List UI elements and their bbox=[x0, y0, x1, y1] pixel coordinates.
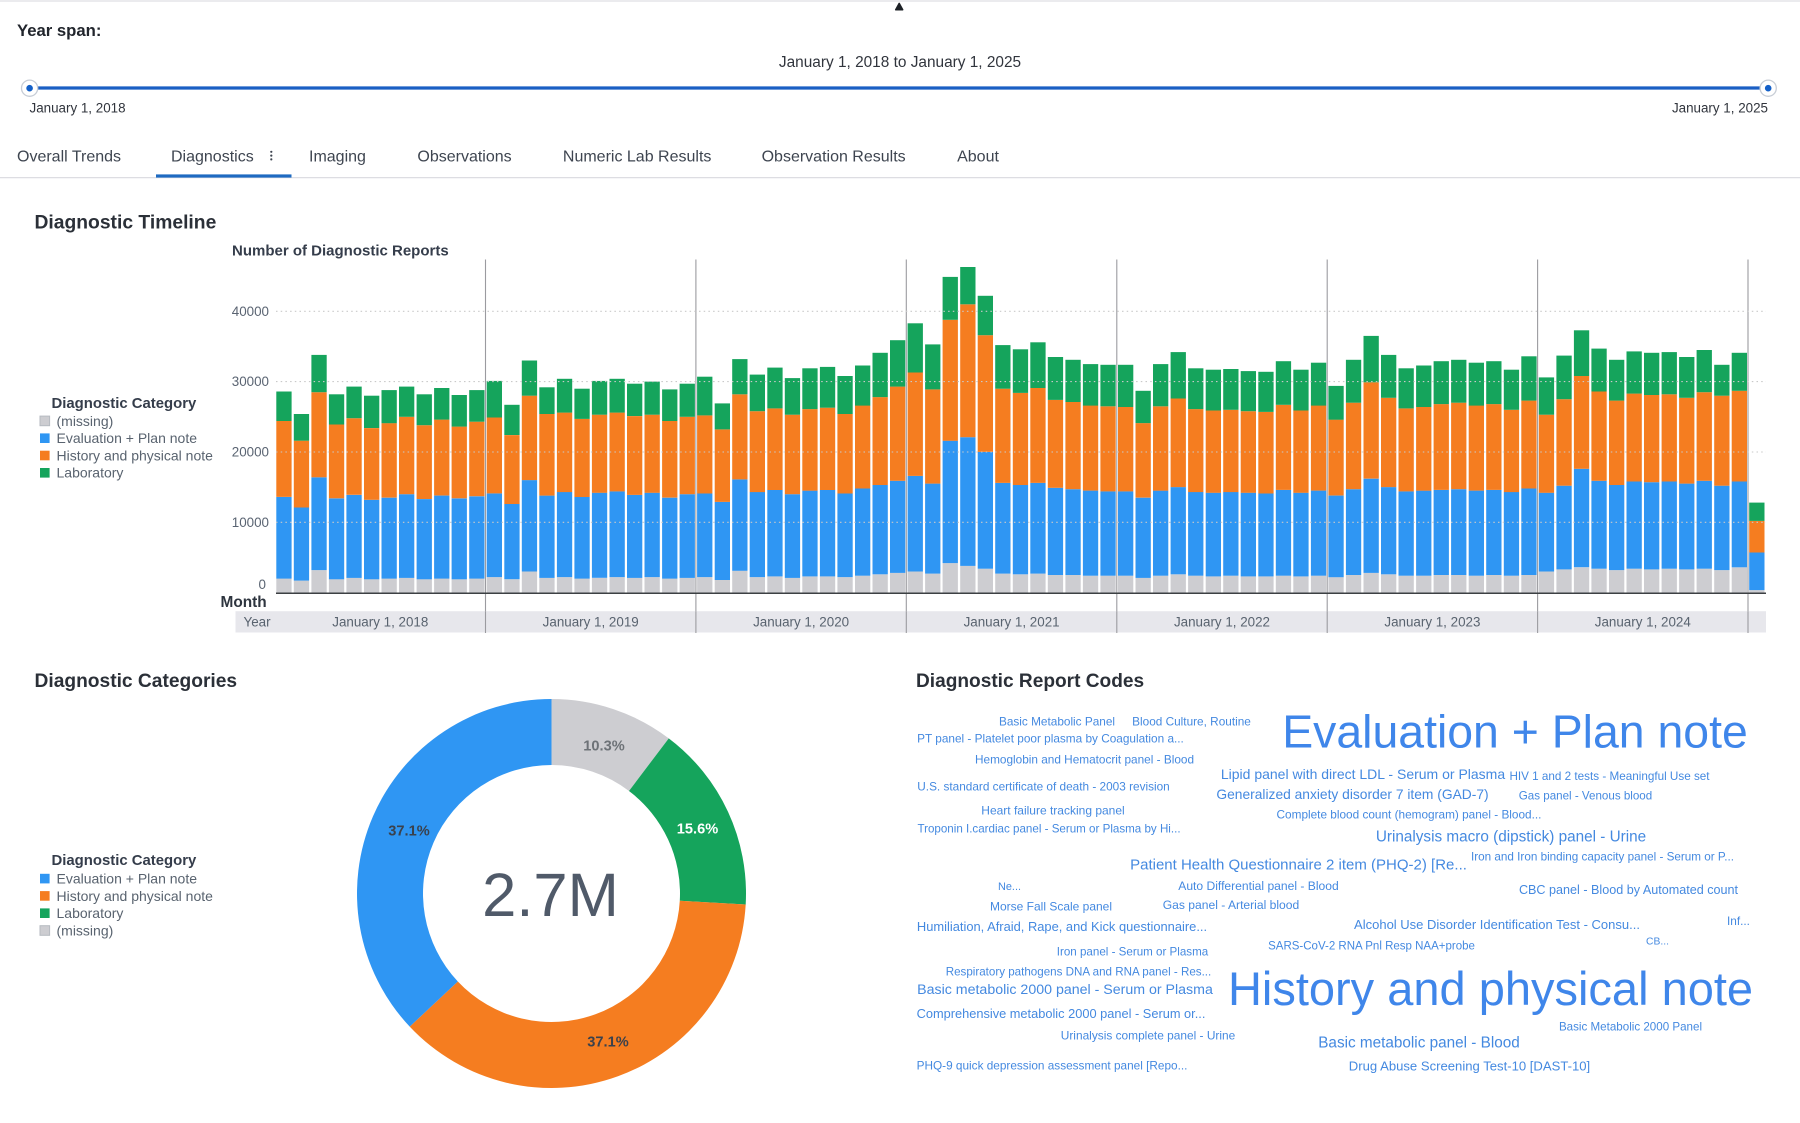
svg-text:10000: 10000 bbox=[232, 515, 269, 530]
svg-text:Diagnostic Categories: Diagnostic Categories bbox=[35, 671, 238, 692]
svg-text:Diagnostic Category: Diagnostic Category bbox=[52, 853, 198, 869]
svg-text:PT panel - Platelet poor plasm: PT panel - Platelet poor plasma by Coagu… bbox=[917, 732, 1184, 746]
svg-text:Laboratory: Laboratory bbox=[57, 905, 124, 921]
svg-text:Year: Year bbox=[244, 614, 272, 629]
svg-text:Iron panel - Serum or Plasma: Iron panel - Serum or Plasma bbox=[1057, 946, 1209, 959]
svg-text:Blood Culture, Routine: Blood Culture, Routine bbox=[1132, 715, 1251, 729]
svg-text:37.1%: 37.1% bbox=[388, 824, 429, 840]
svg-text:January 1, 2018: January 1, 2018 bbox=[332, 614, 428, 629]
svg-text:History and physical note: History and physical note bbox=[57, 447, 214, 463]
svg-text:Auto Differential panel - Bloo: Auto Differential panel - Blood bbox=[1178, 879, 1338, 893]
svg-text:HIV 1 and 2 tests - Meaningful: HIV 1 and 2 tests - Meaningful Use set bbox=[1509, 770, 1710, 783]
svg-text:Ne...: Ne... bbox=[998, 881, 1021, 893]
svg-text:Evaluation + Plan note: Evaluation + Plan note bbox=[57, 871, 198, 887]
svg-text:Gas panel - Venous blood: Gas panel - Venous blood bbox=[1519, 790, 1652, 803]
svg-text:Imaging: Imaging bbox=[309, 149, 366, 166]
svg-text:Lipid panel with direct LDL -: Lipid panel with direct LDL - Serum or P… bbox=[1221, 766, 1505, 782]
svg-text:SARS-CoV-2 RNA Pnl Resp NAA+pr: SARS-CoV-2 RNA Pnl Resp NAA+probe bbox=[1268, 941, 1475, 953]
svg-text:Comprehensive metabolic 2000 p: Comprehensive metabolic 2000 panel - Ser… bbox=[917, 1006, 1206, 1021]
svg-text:Respiratory pathogens DNA and: Respiratory pathogens DNA and RNA panel … bbox=[946, 966, 1212, 979]
svg-text:January 1, 2021: January 1, 2021 bbox=[964, 614, 1060, 629]
svg-text:10.3%: 10.3% bbox=[583, 739, 624, 755]
svg-text:PHQ-9 quick depression assessm: PHQ-9 quick depression assessment panel … bbox=[917, 1059, 1188, 1073]
svg-text:Evaluation + Plan note: Evaluation + Plan note bbox=[1282, 705, 1748, 757]
svg-text:Laboratory: Laboratory bbox=[57, 465, 124, 481]
svg-text:40000: 40000 bbox=[232, 304, 269, 319]
svg-text:Observations: Observations bbox=[417, 149, 511, 166]
svg-text:CBC panel - Blood by Automated: CBC panel - Blood by Automated count bbox=[1519, 883, 1739, 897]
svg-text:January 1, 2023: January 1, 2023 bbox=[1384, 614, 1480, 629]
svg-text:January 1, 2020: January 1, 2020 bbox=[753, 614, 849, 629]
svg-text:Humiliation, Afraid, Rape, and: Humiliation, Afraid, Rape, and Kick ques… bbox=[917, 919, 1207, 934]
svg-text:January 1, 2019: January 1, 2019 bbox=[543, 614, 639, 629]
svg-text:Urinalysis macro (dipstick) pa: Urinalysis macro (dipstick) panel - Urin… bbox=[1376, 828, 1646, 845]
svg-text:January 1, 2024: January 1, 2024 bbox=[1595, 614, 1692, 629]
svg-text:2.7M: 2.7M bbox=[482, 861, 619, 930]
svg-text:Observation Results: Observation Results bbox=[762, 149, 906, 166]
svg-text:Diagnostic Category: Diagnostic Category bbox=[52, 396, 198, 412]
svg-text:Heart failure tracking panel: Heart failure tracking panel bbox=[981, 804, 1124, 818]
svg-text:January 1, 2022: January 1, 2022 bbox=[1174, 614, 1270, 629]
svg-text:0: 0 bbox=[259, 577, 266, 592]
svg-text:(missing): (missing) bbox=[57, 922, 114, 938]
svg-text:CB...: CB... bbox=[1646, 937, 1669, 948]
svg-text:Diagnostic Report Codes: Diagnostic Report Codes bbox=[916, 671, 1144, 692]
svg-text:Month: Month bbox=[221, 594, 267, 611]
svg-text:Troponin I.cardiac panel - Ser: Troponin I.cardiac panel - Serum or Plas… bbox=[917, 823, 1180, 836]
svg-text:Number of Diagnostic Reports: Number of Diagnostic Reports bbox=[232, 242, 449, 259]
svg-text:Overall Trends: Overall Trends bbox=[17, 149, 121, 166]
svg-text:Numeric Lab Results: Numeric Lab Results bbox=[563, 149, 712, 166]
svg-text:15.6%: 15.6% bbox=[677, 822, 718, 838]
svg-text:January 1, 2018: January 1, 2018 bbox=[30, 101, 126, 116]
svg-text:Basic metabolic 2000 panel - S: Basic metabolic 2000 panel - Serum or Pl… bbox=[917, 982, 1213, 998]
svg-text:Gas panel - Arterial blood: Gas panel - Arterial blood bbox=[1163, 898, 1299, 912]
svg-text:Basic Metabolic 2000 Panel: Basic Metabolic 2000 Panel bbox=[1559, 1021, 1702, 1034]
svg-text:Evaluation + Plan note: Evaluation + Plan note bbox=[57, 430, 198, 446]
svg-text:Basic Metabolic Panel: Basic Metabolic Panel bbox=[999, 715, 1115, 729]
svg-text:30000: 30000 bbox=[232, 374, 269, 389]
svg-text:January 1, 2018 to January 1,: January 1, 2018 to January 1, 2025 bbox=[779, 54, 1021, 71]
svg-text:About: About bbox=[957, 149, 999, 166]
svg-text:(missing): (missing) bbox=[57, 413, 114, 429]
svg-text:Year span:: Year span: bbox=[17, 21, 101, 40]
svg-text:Urinalysis complete panel - Ur: Urinalysis complete panel - Urine bbox=[1061, 1029, 1236, 1043]
svg-text:37.1%: 37.1% bbox=[587, 1035, 628, 1051]
svg-text:Hemoglobin and Hematocrit pane: Hemoglobin and Hematocrit panel - Blood bbox=[975, 753, 1194, 767]
svg-text:Diagnostics: Diagnostics bbox=[171, 149, 254, 166]
svg-text:Patient Health Questionnaire 2: Patient Health Questionnaire 2 item (PHQ… bbox=[1130, 856, 1467, 873]
svg-text:Complete blood count (hemogram: Complete blood count (hemogram) panel - … bbox=[1277, 808, 1542, 822]
svg-text:Drug Abuse Screening Test-10 [: Drug Abuse Screening Test-10 [DAST-10] bbox=[1349, 1059, 1590, 1074]
svg-text:Inf...: Inf... bbox=[1727, 914, 1750, 928]
svg-text:Alcohol Use Disorder Identific: Alcohol Use Disorder Identification Test… bbox=[1354, 917, 1640, 932]
svg-text:History and physical note: History and physical note bbox=[1228, 962, 1753, 1015]
svg-text:Diagnostic Timeline: Diagnostic Timeline bbox=[35, 213, 217, 234]
svg-text:Morse Fall Scale panel: Morse Fall Scale panel bbox=[990, 900, 1112, 914]
svg-text:History and physical note: History and physical note bbox=[57, 888, 214, 904]
svg-text:U.S. standard certificate of d: U.S. standard certificate of death - 200… bbox=[917, 780, 1169, 794]
svg-text:January 1, 2025: January 1, 2025 bbox=[1672, 101, 1768, 116]
svg-text:20000: 20000 bbox=[232, 445, 269, 460]
svg-text:Iron and Iron binding capacity: Iron and Iron binding capacity panel - S… bbox=[1471, 851, 1734, 864]
svg-text:Basic metabolic panel - Blood: Basic metabolic panel - Blood bbox=[1318, 1034, 1520, 1051]
svg-text:Generalized anxiety disorder 7: Generalized anxiety disorder 7 item (GAD… bbox=[1216, 787, 1488, 802]
